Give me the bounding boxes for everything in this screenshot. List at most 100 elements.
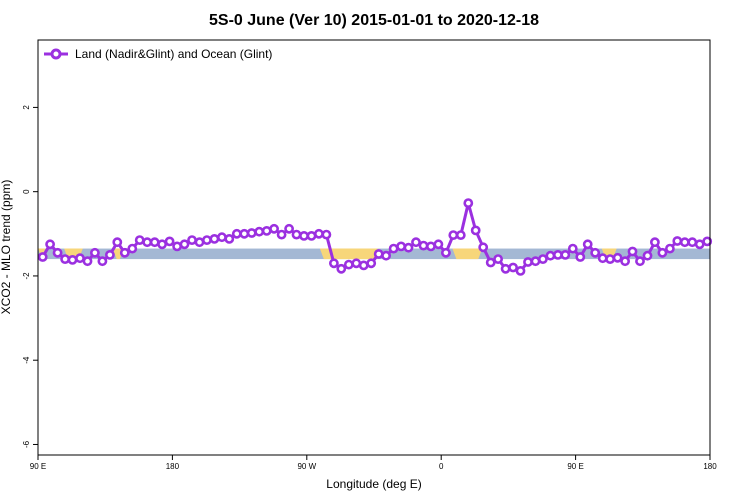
data-point [254,226,265,237]
data-point [119,247,130,258]
data-point [381,250,391,261]
data-point [134,235,145,245]
data-point [590,247,601,258]
y-tick-label: -2 [22,272,31,280]
data-point [493,254,503,264]
data-point [388,243,399,254]
data-point [97,256,108,267]
x-tick-label: 90 W [297,462,316,471]
data-point [567,243,578,254]
data-point [358,260,369,271]
data-point [187,235,197,245]
data-point [45,239,55,250]
data-point [702,236,713,247]
data-point [396,241,406,252]
x-tick-label: 180 [703,462,717,471]
x-axis-label: Longitude (deg E) [326,477,421,491]
data-point [164,236,175,247]
data-point [620,256,630,267]
data-point [440,247,451,258]
data-point [366,258,377,269]
y-axis-ticks: -6 -4 -2 0 2 [22,105,38,448]
data-point [523,257,533,267]
data-point [538,254,548,264]
data-point [90,247,100,258]
land-band-segment [319,248,378,260]
data-point [403,242,414,253]
data-point [224,233,235,244]
data-point [157,239,167,250]
data-point [433,239,444,250]
data-point [463,198,474,208]
data-point [672,236,683,246]
data-point [37,252,48,262]
data-point [284,223,294,234]
data-point [52,247,63,258]
data-point [209,233,220,244]
data-point [597,253,608,264]
x-tick-label: 180 [166,462,180,471]
legend-marker-swatch [50,48,62,60]
land-band-segment [452,248,483,260]
data-point [239,228,250,239]
data-point [299,230,309,241]
chart-title: 5S-0 June (Ver 10) 2015-01-01 to 2020-12… [209,12,539,29]
y-tick-label: -4 [22,356,31,364]
data-point [313,228,324,239]
data-point [560,249,571,260]
data-point [321,229,332,240]
data-point [627,246,638,257]
data-point [142,237,153,248]
data-point [455,230,466,240]
data-point [276,229,287,240]
legend-entry-label: Land (Nadir&Glint) and Ocean (Glint) [75,47,272,61]
data-point [82,256,93,267]
data-point [60,254,70,264]
data-point [328,258,339,269]
data-point [508,262,518,273]
data-point [343,259,354,270]
data-point [650,237,660,248]
data-point [582,239,593,250]
data-point [545,250,556,261]
y-tick-label: 0 [22,189,31,194]
y-tick-label: -6 [22,440,31,448]
data-point [679,237,690,248]
data-point [373,249,384,259]
data-point [657,247,668,258]
data-point [418,240,429,251]
data-point [575,252,586,262]
data-point [665,243,675,254]
data-point [694,239,705,250]
data-point [216,232,227,243]
data-point [605,254,615,264]
data-point [127,243,138,254]
series-line-layer [37,198,713,276]
data-point [515,265,526,276]
data-point [231,228,242,239]
data-point [105,249,115,260]
data-point [201,235,212,245]
data-point [291,229,302,240]
data-point [612,252,623,263]
data-point [642,250,653,261]
data-point [448,230,459,240]
data-point [112,237,123,248]
data-point [411,237,421,248]
x-tick-label: 0 [439,462,444,471]
data-point [425,241,436,252]
data-point [269,223,279,234]
x-tick-label: 90 E [30,462,46,471]
legend: Land (Nadir&Glint) and Ocean (Glint) [44,47,272,61]
y-axis-label: XCO2 - MLO trend (ppm) [0,180,13,315]
plot-frame [37,39,711,456]
y-tick-label: 2 [22,105,31,110]
data-point [336,263,347,274]
data-point [470,225,481,236]
data-point [179,239,190,250]
data-point [478,242,489,253]
data-point [246,228,257,238]
x-axis-ticks: 90 E 180 90 W 0 90 E 180 [30,455,717,471]
x-tick-label: 90 E [567,462,583,471]
